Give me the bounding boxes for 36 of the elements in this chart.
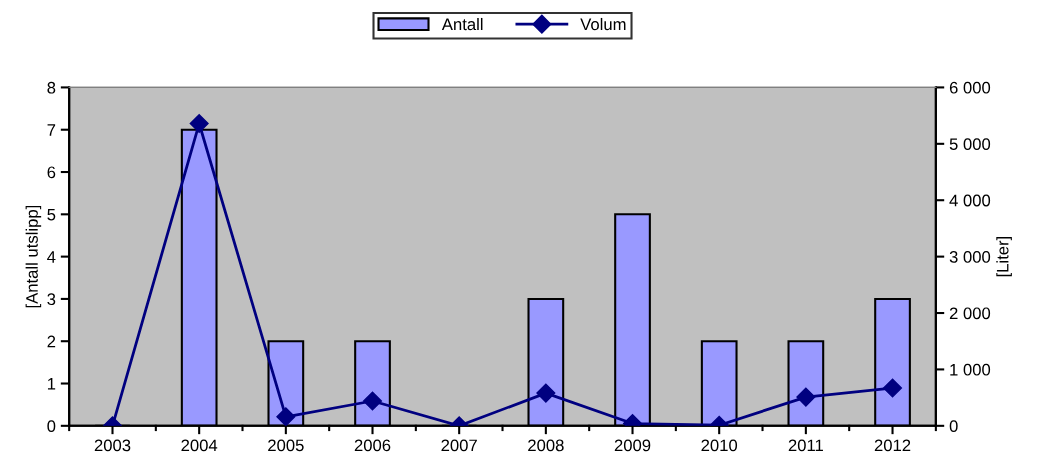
y-tick-label: 5 (47, 208, 56, 221)
point (276, 407, 296, 426)
x-tick-label: 2007 (441, 439, 477, 452)
y-tick-label: 6 (47, 166, 56, 179)
x-tick-label: 2012 (874, 439, 911, 452)
y-tick-label: 8 (47, 81, 56, 94)
y2-tick-label: 6 000 (949, 81, 991, 94)
x-tick-label: 2009 (614, 439, 651, 452)
point (882, 378, 903, 398)
y2-tick-label: 1 000 (950, 363, 991, 376)
legend-label: Antall (441, 17, 483, 31)
x-tick-label: 2006 (354, 439, 391, 452)
point (796, 387, 816, 407)
y-tick-label: 3 (47, 293, 56, 306)
point (189, 113, 209, 134)
point (362, 391, 383, 411)
y2-tick-label: 0 (949, 420, 958, 433)
y-tick-label: 4 (47, 251, 56, 263)
y2-tick-label: 2 000 (949, 307, 991, 320)
point (536, 383, 556, 403)
y2-tick-label: 3 000 (949, 251, 991, 263)
x-tick-label: 2011 (788, 439, 823, 452)
x-tick-label: 2008 (528, 439, 564, 452)
y-tick-label: 0 (47, 420, 56, 433)
y-tick-label: 1 (47, 378, 56, 390)
y-tick-label: 7 (47, 124, 56, 136)
x-tick-label: 2005 (268, 439, 304, 452)
y2-tick-label: 4 000 (949, 194, 991, 207)
y-tick-label: 2 (47, 335, 56, 348)
y2-axis-title: [Liter] (996, 236, 1012, 277)
x-tick-label: 2003 (94, 439, 131, 452)
y-axis-title: [Antall utslipp] (25, 205, 42, 308)
x-tick-label: 2004 (181, 439, 218, 452)
legend-label: Volum (580, 17, 626, 31)
x-tick-label: 2010 (701, 439, 738, 452)
y2-tick-label: 5 000 (949, 138, 991, 151)
